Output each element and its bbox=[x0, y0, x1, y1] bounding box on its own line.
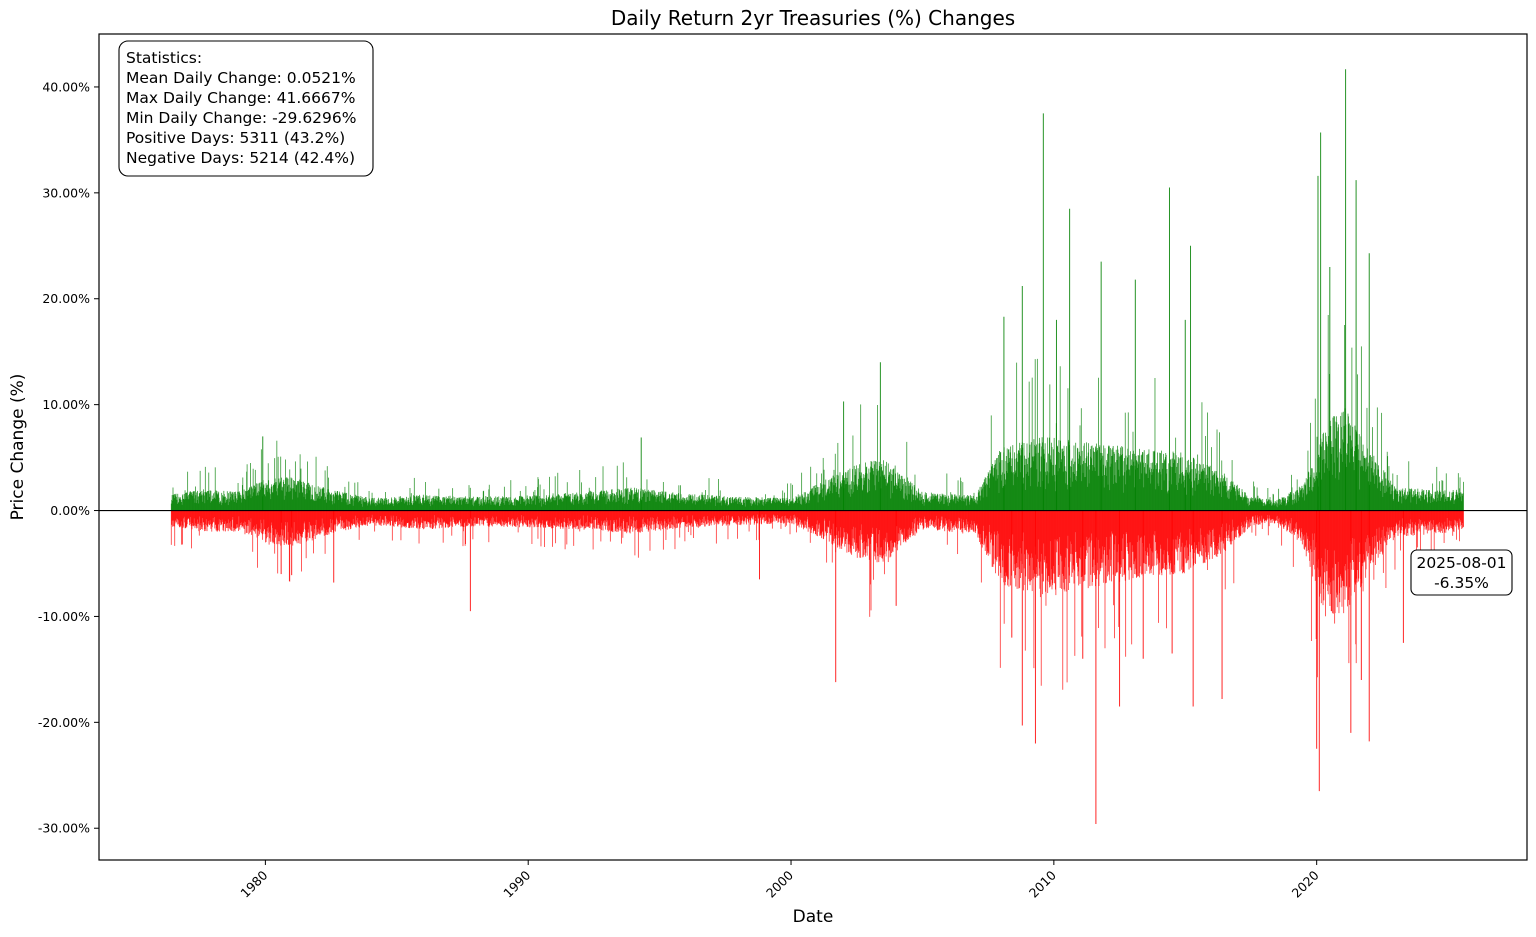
plot-area bbox=[98, 33, 1528, 861]
bar-series bbox=[170, 69, 1464, 824]
chart-title: Daily Return 2yr Treasuries (%) Changes bbox=[611, 6, 1015, 30]
